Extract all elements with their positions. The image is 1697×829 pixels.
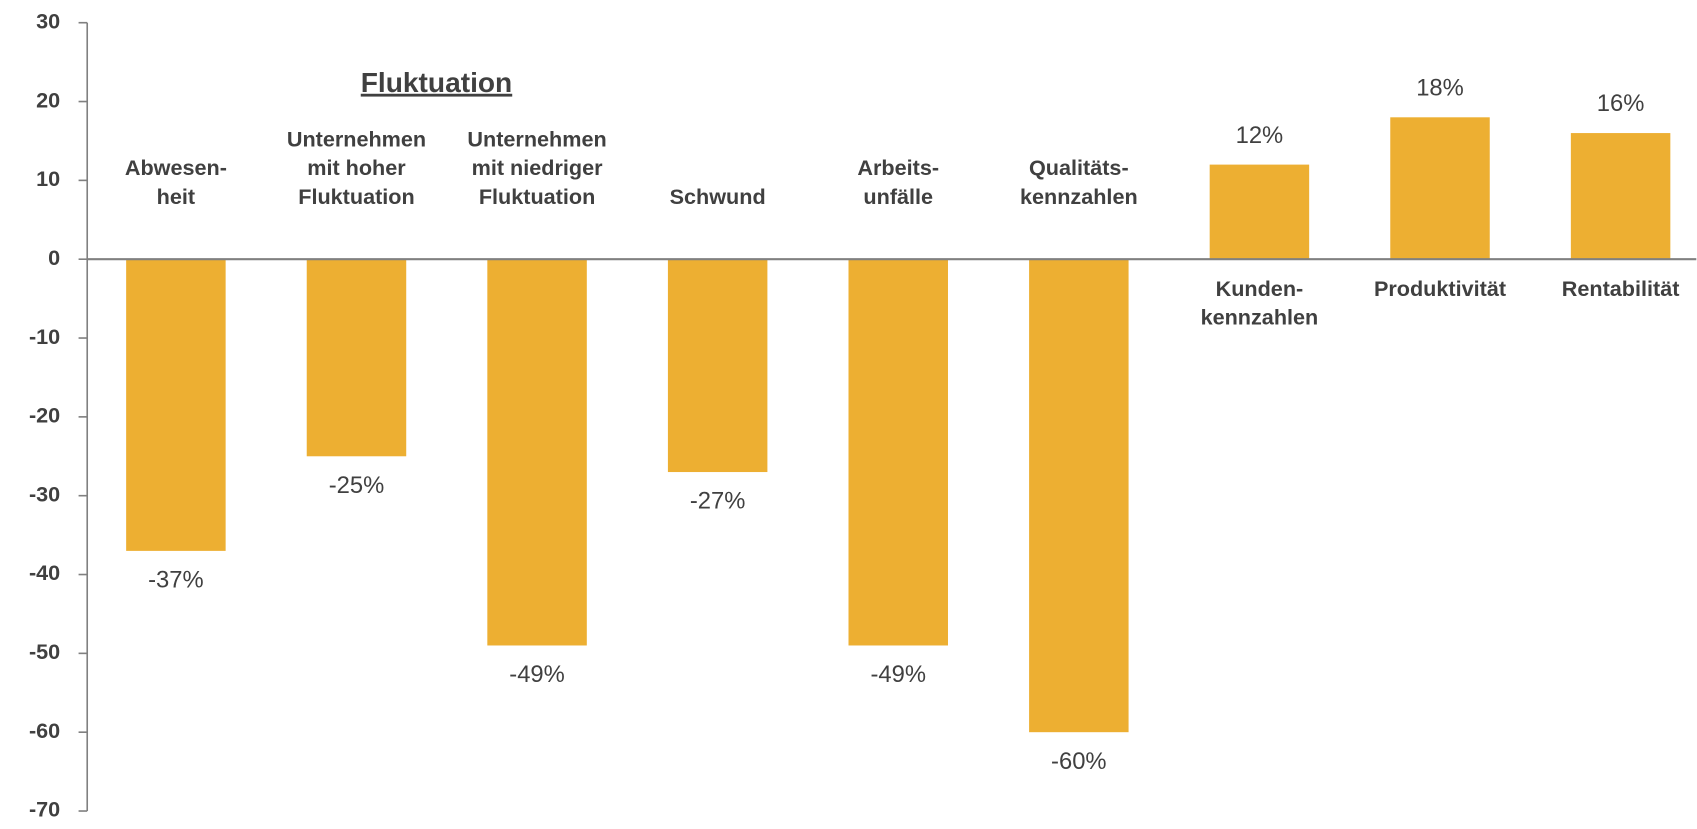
value-label: -49% bbox=[870, 661, 926, 688]
value-label: 16% bbox=[1597, 90, 1645, 117]
x-tick-label: Abwesen-heit bbox=[125, 155, 227, 209]
x-tick-label: Rentabilität bbox=[1562, 276, 1680, 301]
y-tick-label: 30 bbox=[36, 8, 60, 33]
x-tick-label: Kunden-kennzahlen bbox=[1201, 276, 1319, 330]
y-tick-label: -20 bbox=[29, 403, 60, 428]
y-tick-label: -30 bbox=[29, 481, 60, 506]
value-label: 18% bbox=[1416, 74, 1464, 101]
bar bbox=[306, 259, 407, 457]
y-tick-label: -10 bbox=[29, 324, 60, 349]
y-tick-label: 10 bbox=[36, 166, 60, 191]
x-tick-label: Produktivität bbox=[1374, 276, 1506, 301]
bar bbox=[126, 259, 226, 551]
bar bbox=[848, 259, 948, 646]
x-tick-label: Unternehmen mit niedriger Fluktuation bbox=[467, 126, 606, 208]
bar bbox=[1570, 133, 1671, 260]
x-tick-label: Schwund bbox=[670, 184, 766, 209]
annotation: Fluktuation bbox=[361, 67, 512, 98]
y-tick-label: -70 bbox=[29, 797, 60, 822]
y-tick-label: 20 bbox=[36, 87, 60, 112]
y-tick-label: 0 bbox=[48, 245, 60, 270]
value-label: -37% bbox=[148, 566, 204, 593]
y-tick-label: -40 bbox=[29, 560, 60, 585]
y-tick-label: -60 bbox=[29, 718, 60, 743]
x-tick-label: Qualitäts-kennzahlen bbox=[1020, 155, 1138, 209]
bar bbox=[1390, 117, 1490, 260]
bar bbox=[1209, 164, 1310, 260]
x-tick-label: Arbeits-unfälle bbox=[857, 155, 939, 209]
y-tick-label: -50 bbox=[29, 639, 60, 664]
bar bbox=[1029, 259, 1129, 733]
value-label: 12% bbox=[1236, 122, 1284, 149]
value-label: -60% bbox=[1051, 748, 1107, 775]
bar bbox=[487, 259, 587, 646]
value-label: -25% bbox=[329, 472, 385, 499]
value-label: -27% bbox=[690, 488, 746, 515]
bar bbox=[667, 259, 768, 473]
x-tick-label: Unternehmen mit hoher Fluktuation bbox=[287, 126, 426, 208]
value-label: -49% bbox=[509, 661, 565, 688]
